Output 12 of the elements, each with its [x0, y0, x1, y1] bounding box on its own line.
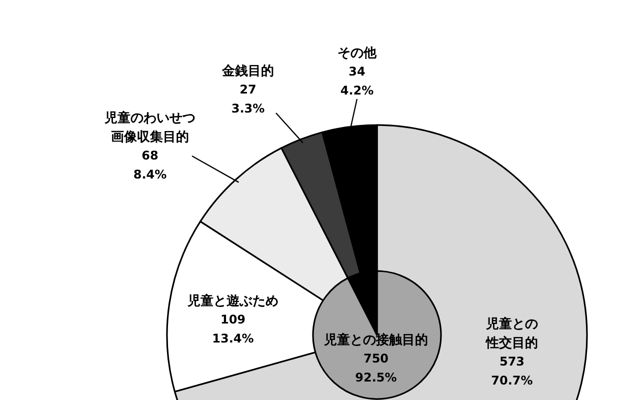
data-label: 573 70.7%	[491, 354, 533, 388]
slice-label: 児童と遊ぶため	[186, 292, 278, 309]
data-label: 68 8.4%	[133, 148, 167, 182]
slice-label: その他	[338, 46, 378, 61]
data-label: 750 92.5%	[355, 352, 397, 385]
slice-label: 金銭目的	[221, 64, 274, 79]
data-label: 109 13.4%	[212, 312, 254, 346]
slice-label: 児童との接触目的	[323, 332, 428, 348]
slice-label: 児童のわいせつ画像収集目的	[104, 110, 196, 145]
slice-label: 児童との性交目的	[485, 316, 538, 351]
data-label: 27 3.3%	[231, 82, 265, 116]
data-label: 34 4.2%	[340, 64, 374, 98]
